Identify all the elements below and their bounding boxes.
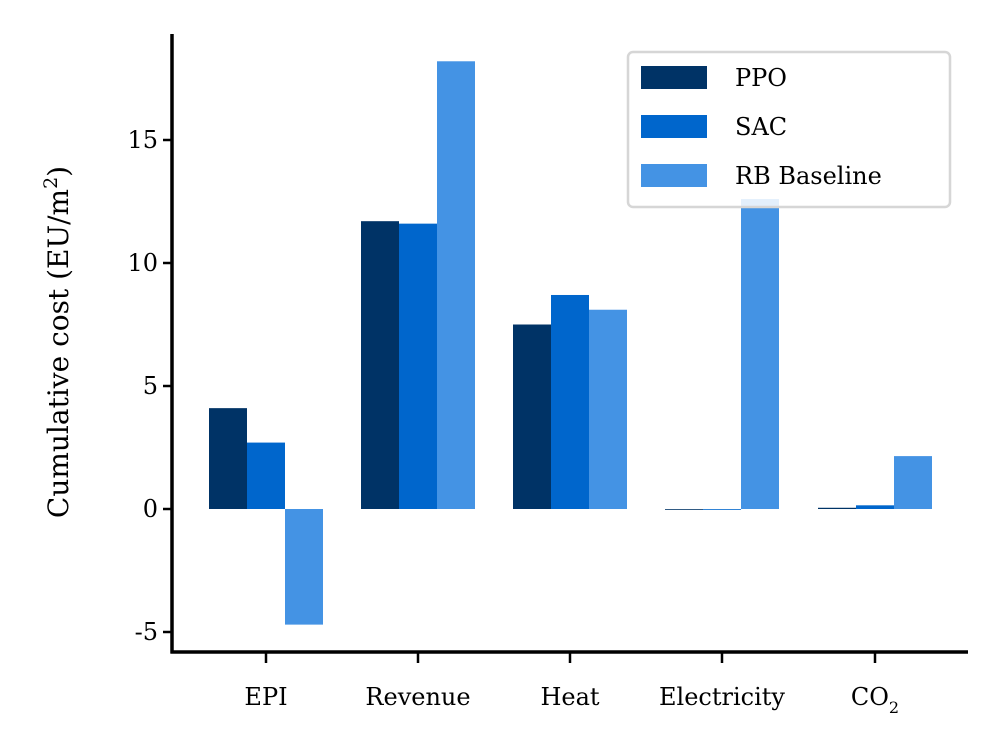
bar-ppo-epi xyxy=(209,408,247,509)
x-tick-label: Electricity xyxy=(659,683,785,711)
y-tick-label: 10 xyxy=(127,249,158,277)
legend-swatch-rb-baseline xyxy=(641,164,707,187)
bar-sac-epi xyxy=(247,442,285,509)
bar-sac-co2 xyxy=(856,505,894,509)
bar-sac-revenue xyxy=(399,223,437,509)
legend-label-sac: SAC xyxy=(735,113,787,141)
bar-rb-baseline-electricity xyxy=(741,199,779,510)
x-ticks-group: EPI Revenue Heat Electricity CO2 xyxy=(244,652,899,717)
bars-group xyxy=(209,61,932,625)
legend-frame xyxy=(626,50,952,209)
y-tick-label: 0 xyxy=(143,495,158,523)
x-tick-label: Revenue xyxy=(365,683,470,711)
legend-label-ppo: PPO xyxy=(735,64,787,92)
bar-sac-electricity xyxy=(703,509,741,510)
x-tick-label: EPI xyxy=(244,683,287,711)
bar-ppo-revenue xyxy=(361,221,399,509)
legend: PPO SAC RB Baseline xyxy=(626,50,952,209)
legend-swatch-sac xyxy=(641,115,707,138)
bar-rb-baseline-epi xyxy=(285,509,323,625)
bar-rb-baseline-co2 xyxy=(894,456,932,509)
x-tick-label: Heat xyxy=(540,683,599,711)
legend-swatch-ppo xyxy=(641,66,707,89)
y-ticks-group: -5 0 5 10 15 xyxy=(127,126,172,646)
bar-rb-baseline-revenue xyxy=(437,61,475,509)
bar-ppo-co2 xyxy=(818,507,856,509)
legend-label-rb-baseline: RB Baseline xyxy=(735,162,882,190)
x-tick-label: CO2 xyxy=(851,683,899,717)
y-axis-label: Cumulative cost (EU/m2) xyxy=(40,166,75,518)
y-tick-label: -5 xyxy=(135,618,158,646)
bar-ppo-heat xyxy=(513,324,551,509)
bar-rb-baseline-heat xyxy=(589,309,627,509)
y-tick-label: 5 xyxy=(143,372,158,400)
bar-sac-heat xyxy=(551,294,589,509)
bar-ppo-electricity xyxy=(665,509,703,510)
y-tick-label: 15 xyxy=(127,126,158,154)
